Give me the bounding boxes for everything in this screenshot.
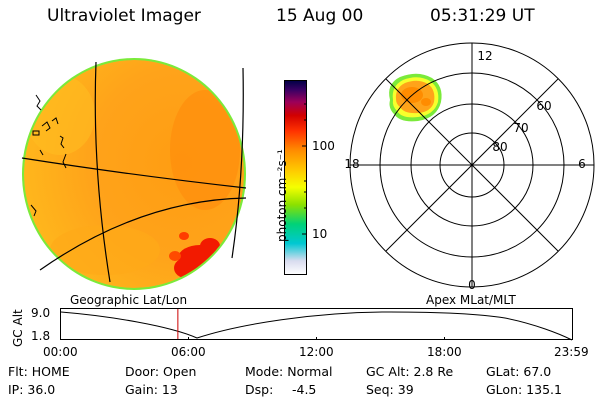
lat-label-80: 80 — [492, 140, 507, 154]
mlt-label-0: 0 — [468, 278, 476, 292]
geographic-label: Geographic Lat/Lon — [70, 293, 188, 307]
colorbar-unit: photon cm⁻²s⁻¹ — [275, 149, 289, 242]
mlt-label-6: 6 — [578, 157, 586, 171]
alt-ytick-1.8: 1.8 — [31, 329, 51, 343]
info-ip: IP: 36.0 — [8, 382, 56, 397]
polar-plot: 12 18 6 0 60 70 80 — [344, 42, 595, 292]
alt-xtick-1800: 18:00 — [427, 345, 462, 359]
lat-lon-grid — [21, 61, 247, 283]
info-gc-alt: GC Alt: 2.8 Re — [366, 364, 454, 379]
colorbar-tick-10: 10 — [312, 227, 328, 241]
alt-xtick-1200: 12:00 — [299, 345, 334, 359]
coastlines — [30, 94, 67, 217]
info-dsp-value: -4.5 — [292, 382, 317, 397]
info-glon: GLon: 135.1 — [486, 382, 562, 397]
info-seq: Seq: 39 — [366, 382, 414, 397]
colorbar-tick-100: 100 — [312, 139, 335, 153]
alt-xtick-0000: 00:00 — [43, 345, 78, 359]
mlt-label-12: 12 — [477, 49, 492, 63]
mlt-label-18: 18 — [344, 157, 359, 171]
apex-label: Apex MLat/MLT — [426, 293, 516, 307]
geographic-image — [21, 58, 247, 290]
info-dsp-label: Dsp: — [245, 382, 274, 397]
alt-xtick-2359: 23:59 — [554, 345, 589, 359]
observation-date: 15 Aug 00 — [276, 6, 364, 26]
instrument-title: Ultraviolet Imager — [47, 6, 201, 26]
colorbar — [284, 80, 307, 275]
info-mode: Mode: Normal — [245, 364, 333, 379]
altitude-strip — [60, 308, 573, 341]
polar-auroral-blob — [389, 73, 442, 122]
lat-label-70: 70 — [513, 121, 528, 135]
info-glat: GLat: 67.0 — [486, 364, 552, 379]
info-filter: Flt: HOME — [8, 364, 70, 379]
info-door: Door: Open — [125, 364, 197, 379]
info-gain: Gain: 13 — [125, 382, 178, 397]
alt-ytick-9: 9.0 — [31, 306, 51, 320]
altitude-curve — [60, 311, 573, 341]
observation-time: 05:31:29 UT — [430, 6, 535, 26]
lat-label-60: 60 — [536, 99, 551, 113]
alt-ylabel: GC Alt — [11, 309, 25, 347]
alt-xtick-0600: 06:00 — [171, 345, 206, 359]
